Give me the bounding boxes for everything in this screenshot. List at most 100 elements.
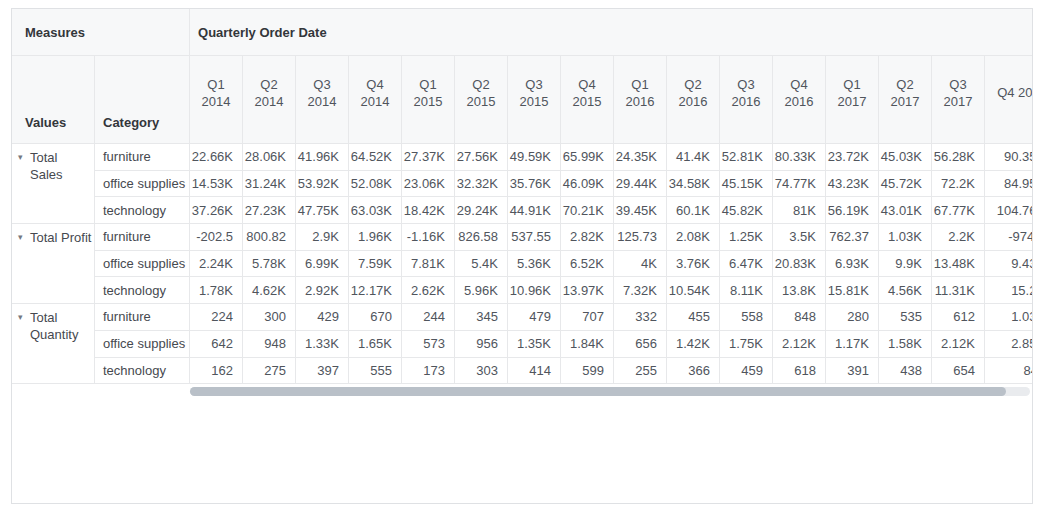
- value-cell[interactable]: 104.76K: [985, 197, 1033, 224]
- value-cell[interactable]: 1.65K: [349, 330, 402, 357]
- measure-row-header-total-profit[interactable]: ▾Total Profit: [12, 224, 95, 304]
- value-cell[interactable]: 1.78K: [190, 277, 243, 304]
- value-cell[interactable]: -974.2: [985, 224, 1033, 251]
- value-cell[interactable]: 15.2K: [985, 277, 1033, 304]
- value-cell[interactable]: 56.19K: [826, 197, 879, 224]
- value-cell[interactable]: 455: [667, 304, 720, 331]
- value-cell[interactable]: 762.37: [826, 224, 879, 251]
- value-cell[interactable]: 1.25K: [720, 224, 773, 251]
- column-header-q3-2016[interactable]: Q3 2016: [720, 56, 773, 144]
- value-cell[interactable]: 2.92K: [296, 277, 349, 304]
- value-cell[interactable]: 43.01K: [879, 197, 932, 224]
- value-cell[interactable]: 64.52K: [349, 144, 402, 171]
- value-cell[interactable]: -202.5: [190, 224, 243, 251]
- value-cell[interactable]: 5.36K: [508, 250, 561, 277]
- value-cell[interactable]: 29.24K: [455, 197, 508, 224]
- category-cell[interactable]: furniture: [95, 144, 190, 171]
- value-cell[interactable]: 4.62K: [243, 277, 296, 304]
- value-cell[interactable]: 397: [296, 357, 349, 384]
- value-cell[interactable]: 49.59K: [508, 144, 561, 171]
- value-cell[interactable]: 459: [720, 357, 773, 384]
- value-cell[interactable]: 18.42K: [402, 197, 455, 224]
- value-cell[interactable]: 7.32K: [614, 277, 667, 304]
- value-cell[interactable]: 303: [455, 357, 508, 384]
- value-cell[interactable]: 34.58K: [667, 170, 720, 197]
- value-cell[interactable]: 654: [932, 357, 985, 384]
- value-cell[interactable]: 1.58K: [879, 330, 932, 357]
- category-cell[interactable]: technology: [95, 197, 190, 224]
- value-cell[interactable]: 3.5K: [773, 224, 826, 251]
- category-cell[interactable]: furniture: [95, 224, 190, 251]
- value-cell[interactable]: 72.2K: [932, 170, 985, 197]
- value-cell[interactable]: 84.95K: [985, 170, 1033, 197]
- value-cell[interactable]: 28.06K: [243, 144, 296, 171]
- value-cell[interactable]: 1.17K: [826, 330, 879, 357]
- value-cell[interactable]: 45.82K: [720, 197, 773, 224]
- value-cell[interactable]: 53.92K: [296, 170, 349, 197]
- value-cell[interactable]: 244: [402, 304, 455, 331]
- value-cell[interactable]: 599: [561, 357, 614, 384]
- value-cell[interactable]: 46.09K: [561, 170, 614, 197]
- value-cell[interactable]: 2.24K: [190, 250, 243, 277]
- value-cell[interactable]: 7.59K: [349, 250, 402, 277]
- column-header-q4-2017[interactable]: Q4 2017: [985, 56, 1033, 144]
- value-cell[interactable]: 27.37K: [402, 144, 455, 171]
- category-cell[interactable]: technology: [95, 277, 190, 304]
- value-cell[interactable]: 70.21K: [561, 197, 614, 224]
- value-cell[interactable]: 6.52K: [561, 250, 614, 277]
- value-cell[interactable]: 29.44K: [614, 170, 667, 197]
- value-cell[interactable]: 41.4K: [667, 144, 720, 171]
- value-cell[interactable]: 224: [190, 304, 243, 331]
- value-cell[interactable]: 670: [349, 304, 402, 331]
- value-cell[interactable]: 2.9K: [296, 224, 349, 251]
- value-cell[interactable]: 8.11K: [720, 277, 773, 304]
- value-cell[interactable]: 13.48K: [932, 250, 985, 277]
- value-cell[interactable]: 800.82: [243, 224, 296, 251]
- value-cell[interactable]: 5.4K: [455, 250, 508, 277]
- value-cell[interactable]: 5.96K: [455, 277, 508, 304]
- value-cell[interactable]: 845: [985, 357, 1033, 384]
- value-cell[interactable]: 3.76K: [667, 250, 720, 277]
- value-cell[interactable]: 1.03K: [985, 304, 1033, 331]
- value-cell[interactable]: 429: [296, 304, 349, 331]
- column-header-q3-2017[interactable]: Q3 2017: [932, 56, 985, 144]
- value-cell[interactable]: 5.78K: [243, 250, 296, 277]
- collapse-caret-icon[interactable]: ▾: [18, 149, 30, 166]
- value-cell[interactable]: 10.54K: [667, 277, 720, 304]
- value-cell[interactable]: 74.77K: [773, 170, 826, 197]
- value-cell[interactable]: 2.2K: [932, 224, 985, 251]
- value-cell[interactable]: 656: [614, 330, 667, 357]
- quarterly-order-date-header[interactable]: Quarterly Order Date: [190, 9, 1033, 56]
- value-cell[interactable]: 90.35K: [985, 144, 1033, 171]
- value-cell[interactable]: 6.93K: [826, 250, 879, 277]
- value-cell[interactable]: 173: [402, 357, 455, 384]
- value-cell[interactable]: 14.53K: [190, 170, 243, 197]
- value-cell[interactable]: 2.82K: [561, 224, 614, 251]
- value-cell[interactable]: 1.75K: [720, 330, 773, 357]
- value-cell[interactable]: 162: [190, 357, 243, 384]
- value-cell[interactable]: 366: [667, 357, 720, 384]
- collapse-caret-icon[interactable]: ▾: [18, 229, 30, 246]
- value-cell[interactable]: 300: [243, 304, 296, 331]
- value-cell[interactable]: 642: [190, 330, 243, 357]
- value-cell[interactable]: 1.96K: [349, 224, 402, 251]
- value-cell[interactable]: 612: [932, 304, 985, 331]
- value-cell[interactable]: 27.23K: [243, 197, 296, 224]
- value-cell[interactable]: 39.45K: [614, 197, 667, 224]
- column-header-q1-2016[interactable]: Q1 2016: [614, 56, 667, 144]
- value-cell[interactable]: 1.33K: [296, 330, 349, 357]
- value-cell[interactable]: 2.62K: [402, 277, 455, 304]
- value-cell[interactable]: 11.31K: [932, 277, 985, 304]
- category-cell[interactable]: technology: [95, 357, 190, 384]
- category-header[interactable]: Category: [95, 56, 190, 144]
- value-cell[interactable]: 848: [773, 304, 826, 331]
- value-cell[interactable]: 4K: [614, 250, 667, 277]
- column-header-q1-2014[interactable]: Q1 2014: [190, 56, 243, 144]
- category-cell[interactable]: office supplies: [95, 250, 190, 277]
- category-cell[interactable]: office supplies: [95, 170, 190, 197]
- column-header-q1-2015[interactable]: Q1 2015: [402, 56, 455, 144]
- column-header-q3-2014[interactable]: Q3 2014: [296, 56, 349, 144]
- column-header-q3-2015[interactable]: Q3 2015: [508, 56, 561, 144]
- value-cell[interactable]: 573: [402, 330, 455, 357]
- value-cell[interactable]: 2.12K: [773, 330, 826, 357]
